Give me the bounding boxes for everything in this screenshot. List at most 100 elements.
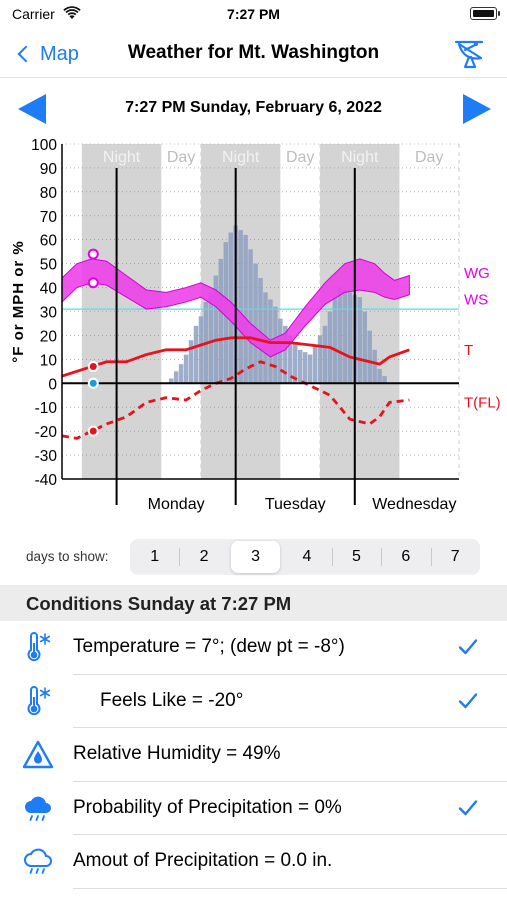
back-button-label: Map (40, 42, 79, 65)
wifi-icon (63, 6, 81, 19)
y-tick-label: 100 (31, 137, 57, 154)
precip-bar (367, 330, 372, 384)
temperature-line (61, 336, 410, 378)
precip-bar (312, 345, 318, 384)
date-navigator: 7:27 PM Sunday, February 6, 2022 (0, 92, 507, 124)
forecast-chart-svg: Night Day Night Day Night Day1009080706050403… (10, 137, 501, 513)
precip-bar (288, 335, 293, 384)
days-option-1[interactable]: 1 (150, 548, 160, 565)
humidity-drop-icon (22, 740, 54, 769)
period-label: Night (103, 149, 141, 166)
days-to-show-label: days to show: (26, 549, 109, 564)
rain-cloud-icon (25, 796, 51, 821)
cold-thermometer-icon (27, 685, 51, 715)
precip-bar (357, 297, 362, 384)
period-label: Day (167, 149, 195, 166)
precip-bar (342, 289, 348, 384)
checkmark-icon[interactable] (457, 636, 479, 658)
y-tick-label: 60 (40, 233, 58, 250)
status-time: 7:27 PM (227, 6, 280, 22)
precip-bar (283, 325, 288, 384)
y-tick-label: 80 (40, 185, 58, 202)
precip-bar (208, 292, 214, 384)
radar-dish-icon[interactable] (453, 38, 485, 70)
condition-label: Temperature = 7°; (dew pt = -8°) (73, 636, 345, 657)
day-label: Tuesday (265, 496, 326, 513)
checkmark-icon[interactable] (457, 690, 479, 712)
days-option-6[interactable]: 6 (381, 539, 430, 575)
current-value-marker (87, 277, 99, 289)
series-label: T(FL) (464, 394, 501, 411)
period-label: Day (286, 149, 314, 166)
date-label: 7:27 PM Sunday, February 6, 2022 (125, 99, 382, 116)
current-value-marker (87, 248, 99, 260)
condition-row[interactable]: Amout of Precipitation = 0.0 in. (0, 835, 507, 889)
precip-bar (218, 258, 224, 384)
condition-row[interactable]: Feels Like = -20° (0, 675, 507, 729)
condition-label: Relative Humidity = 49% (73, 743, 281, 764)
page-title: Weather for Mt. Washington (127, 42, 380, 63)
night-band (81, 144, 162, 479)
y-tick-label: -10 (35, 400, 58, 417)
precip-bar (188, 340, 194, 384)
back-to-map-button[interactable]: Map (14, 40, 79, 68)
days-option-7[interactable]: 7 (430, 539, 480, 575)
days-option-5[interactable]: 5 (331, 539, 381, 575)
y-tick-label: -30 (35, 448, 58, 465)
y-tick-label: 40 (40, 281, 58, 298)
checkmark-icon[interactable] (457, 797, 479, 819)
conditions-section-header: Conditions Sunday at 7:27 PM (0, 585, 507, 621)
y-tick-label: -40 (35, 472, 58, 489)
forecast-chart: Night Day Night Day Night Day 100 90 80 70 60 50 40 3… (0, 134, 507, 519)
days-option-4[interactable]: 4 (302, 548, 312, 565)
days-option-2[interactable]: 2 (179, 539, 228, 575)
precip-bar (332, 297, 338, 384)
condition-label: Amout of Precipitation = 0.0 in. (73, 850, 333, 871)
rain-cloud-outline-icon (24, 848, 52, 874)
next-arrow-icon[interactable] (463, 94, 491, 124)
conditions-list: Temperature = 7°; (dew pt = -8°) Feels Li… (0, 621, 507, 889)
current-value-marker (87, 377, 99, 389)
period-label: Night (341, 149, 379, 166)
precip-bar (377, 368, 382, 384)
current-value-marker (87, 425, 99, 437)
condition-row[interactable]: Temperature = 7°; (dew pt = -8°) (0, 621, 507, 675)
battery-icon (470, 7, 500, 20)
days-option-3[interactable]: 3 (230, 541, 281, 573)
precip-bar (173, 371, 179, 384)
cold-thermometer-icon (27, 632, 51, 662)
condition-label: Feels Like = -20° (100, 689, 244, 711)
series-label: WG (464, 265, 490, 282)
precip-bar (168, 378, 174, 384)
precip-bar (248, 249, 253, 384)
precip-bar (183, 354, 189, 384)
feels-like-line (61, 360, 410, 440)
precip-bar (253, 263, 258, 384)
y-tick-label: 90 (40, 161, 58, 178)
precip-bar (178, 364, 184, 384)
conditions-title: Conditions Sunday at 7:27 PM (26, 593, 292, 614)
y-tick-label: 10 (40, 352, 58, 369)
period-label: Night (222, 149, 260, 166)
status-bar: Carrier 7:27 PM (0, 0, 507, 30)
series-label: T (464, 342, 473, 359)
precip-bar (307, 354, 313, 384)
precip-bar (382, 376, 387, 384)
y-axis-label: °F or MPH or % (10, 240, 27, 363)
y-tick-label: 50 (40, 257, 58, 274)
precip-bar (297, 349, 303, 384)
condition-row[interactable]: Probability of Precipitation = 0% (0, 782, 507, 836)
period-label: Day (415, 149, 443, 166)
navigation-bar: Map Weather for Mt. Washington (0, 30, 507, 78)
precip-bar (372, 349, 377, 384)
carrier-label: Carrier (12, 6, 55, 22)
precip-bar (213, 275, 219, 384)
condition-row[interactable]: Relative Humidity = 49% (0, 728, 507, 782)
day-label: Wednesday (372, 496, 456, 513)
previous-arrow-icon[interactable] (18, 94, 46, 124)
precip-bar (198, 316, 204, 384)
series-label: WS (464, 292, 488, 309)
y-tick-label: -20 (35, 424, 58, 441)
precip-bar (322, 325, 328, 384)
